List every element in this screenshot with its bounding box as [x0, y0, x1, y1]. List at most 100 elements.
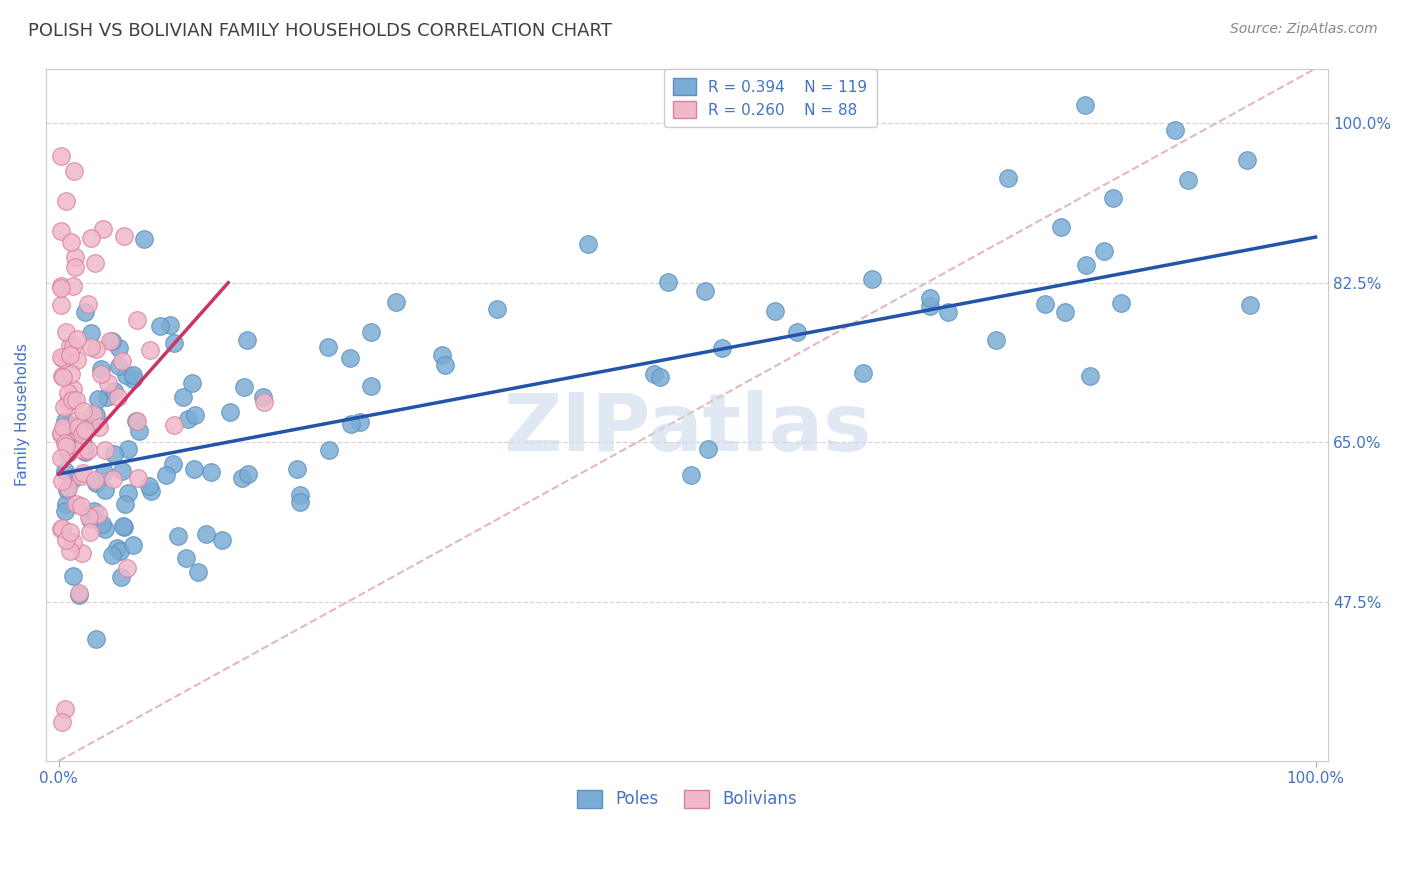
Point: [55, 325, 77, 339]
Point: [55, 533, 77, 548]
Point: [79, 340, 101, 354]
Legend: Poles, Bolivians: Poles, Bolivians: [571, 783, 803, 815]
Point: [55, 483, 77, 498]
Text: POLISH VS BOLIVIAN FAMILY HOUSEHOLDS CORRELATION CHART: POLISH VS BOLIVIAN FAMILY HOUSEHOLDS COR…: [28, 22, 612, 40]
Point: [101, 548, 124, 562]
Point: [103, 447, 125, 461]
Point: [236, 333, 259, 347]
Point: [79, 512, 101, 526]
Point: [117, 442, 139, 456]
Point: [98, 334, 121, 348]
Point: [49, 351, 72, 365]
Point: [1092, 244, 1115, 258]
Point: [58, 446, 80, 460]
Point: [486, 301, 509, 316]
Point: [79, 525, 101, 540]
Point: [58, 442, 80, 457]
Point: [697, 442, 720, 456]
Point: [70, 468, 93, 483]
Point: [51, 521, 73, 535]
Point: [918, 291, 941, 305]
Point: [49, 149, 72, 163]
Point: [936, 304, 959, 318]
Point: [231, 471, 253, 485]
Point: [53, 504, 76, 518]
Point: [83, 474, 105, 488]
Point: [107, 390, 129, 404]
Point: [111, 353, 134, 368]
Point: [108, 342, 131, 356]
Point: [183, 461, 205, 475]
Point: [1050, 219, 1073, 234]
Point: [232, 380, 254, 394]
Point: [122, 372, 145, 386]
Point: [219, 405, 242, 419]
Point: [339, 417, 361, 431]
Point: [149, 319, 172, 334]
Point: [66, 332, 89, 346]
Point: [1102, 191, 1125, 205]
Point: [290, 488, 312, 502]
Point: [49, 298, 72, 312]
Point: [360, 379, 382, 393]
Point: [122, 538, 145, 552]
Point: [67, 586, 90, 600]
Point: [72, 404, 94, 418]
Point: [55, 419, 77, 434]
Point: [73, 305, 96, 319]
Point: [138, 479, 160, 493]
Point: [786, 326, 808, 340]
Point: [49, 280, 72, 294]
Point: [1164, 123, 1187, 137]
Point: [384, 294, 406, 309]
Point: [53, 436, 76, 450]
Point: [60, 235, 83, 249]
Point: [51, 715, 73, 730]
Point: [77, 510, 100, 524]
Point: [1074, 98, 1097, 112]
Point: [127, 471, 149, 485]
Text: ZIPatlas: ZIPatlas: [503, 390, 872, 467]
Point: [65, 392, 87, 407]
Point: [86, 475, 108, 490]
Point: [90, 361, 112, 376]
Point: [1111, 296, 1133, 310]
Point: [69, 442, 91, 457]
Point: [1033, 297, 1056, 311]
Point: [53, 464, 76, 478]
Point: [681, 467, 703, 482]
Point: [115, 368, 138, 383]
Point: [89, 420, 111, 434]
Point: [111, 464, 134, 478]
Point: [111, 519, 134, 533]
Point: [1074, 258, 1097, 272]
Point: [91, 517, 114, 532]
Point: [53, 413, 76, 427]
Point: [58, 481, 80, 495]
Point: [49, 427, 72, 442]
Point: [643, 368, 665, 382]
Point: [62, 472, 84, 486]
Point: [84, 408, 107, 422]
Point: [159, 318, 181, 333]
Point: [177, 412, 200, 426]
Point: [183, 408, 205, 422]
Point: [62, 382, 84, 396]
Point: [82, 414, 104, 428]
Point: [763, 304, 786, 318]
Point: [252, 390, 274, 404]
Point: [70, 500, 93, 514]
Point: [94, 483, 117, 497]
Point: [87, 392, 110, 406]
Point: [84, 632, 107, 647]
Point: [984, 333, 1007, 347]
Point: [176, 550, 198, 565]
Point: [53, 702, 76, 716]
Point: [72, 443, 94, 458]
Point: [128, 424, 150, 438]
Point: [62, 419, 84, 434]
Point: [101, 472, 124, 486]
Point: [62, 278, 84, 293]
Point: [49, 450, 72, 465]
Point: [93, 222, 115, 236]
